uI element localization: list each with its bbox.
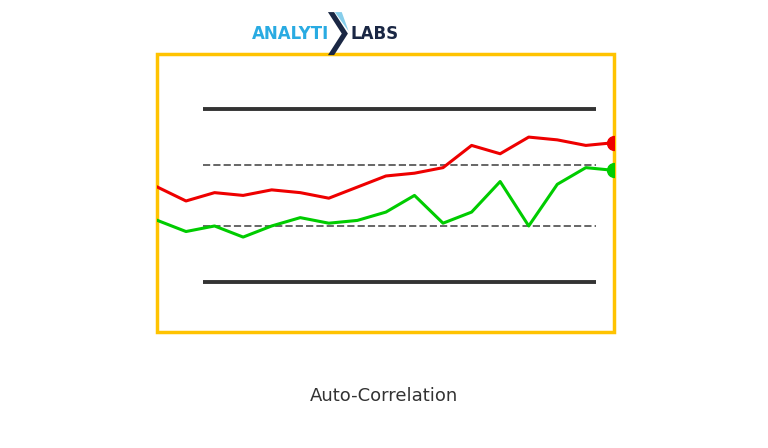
Polygon shape: [335, 12, 349, 31]
Point: [608, 167, 621, 174]
Text: Auto-Correlation: Auto-Correlation: [310, 388, 458, 405]
Polygon shape: [328, 12, 348, 55]
Text: LABS: LABS: [350, 25, 399, 43]
Point: [608, 139, 621, 146]
Text: ANALYTI: ANALYTI: [251, 25, 329, 43]
